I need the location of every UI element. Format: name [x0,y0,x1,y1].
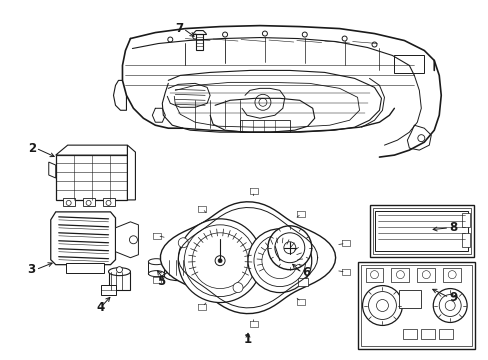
Circle shape [66,201,71,206]
Polygon shape [56,145,127,155]
Circle shape [262,243,297,279]
Circle shape [174,262,182,270]
Circle shape [275,257,283,265]
Circle shape [438,294,460,316]
Bar [196,33,203,50]
Circle shape [192,34,197,39]
Circle shape [300,243,310,253]
Bar [390,268,408,282]
Circle shape [253,235,305,287]
Circle shape [396,271,404,279]
Text: 9: 9 [448,291,456,304]
Bar [164,258,192,276]
Ellipse shape [164,271,192,280]
Ellipse shape [148,259,164,265]
Circle shape [192,233,247,289]
Bar [372,208,470,254]
Bar [297,278,307,285]
Bar [442,268,460,282]
Bar [421,329,434,339]
Ellipse shape [167,253,189,263]
Ellipse shape [148,271,164,276]
Polygon shape [49,162,56,178]
Circle shape [267,226,311,270]
Circle shape [370,271,378,279]
Ellipse shape [164,251,192,265]
Circle shape [302,32,306,37]
Bar [461,233,469,247]
Circle shape [215,256,224,266]
Bar [403,329,416,339]
Circle shape [222,32,227,37]
Circle shape [444,301,454,310]
Circle shape [178,219,262,302]
Text: 7: 7 [175,22,183,35]
Circle shape [116,267,122,273]
Circle shape [432,289,466,323]
Circle shape [368,292,396,319]
Bar [65,263,103,273]
Circle shape [342,36,346,41]
Circle shape [129,236,137,244]
Circle shape [247,229,311,293]
Bar [102,198,114,206]
Text: 6: 6 [301,266,309,279]
Circle shape [362,285,402,325]
Circle shape [371,42,376,47]
Polygon shape [127,145,135,200]
Bar [357,262,474,349]
Bar [62,198,75,206]
Circle shape [274,233,304,263]
Circle shape [254,94,270,110]
Bar [108,272,130,289]
Bar [148,262,164,274]
Text: 1: 1 [244,333,251,346]
Circle shape [376,300,387,311]
Circle shape [86,201,91,206]
Bar [394,55,424,73]
Bar [375,211,467,251]
Bar [438,329,452,339]
Bar [240,120,289,132]
Bar [360,265,471,346]
Bar [399,289,421,307]
Text: 5: 5 [157,275,165,288]
Circle shape [447,271,455,279]
Circle shape [277,259,281,263]
Circle shape [262,31,267,36]
Text: 4: 4 [96,301,104,314]
Circle shape [184,225,255,297]
Circle shape [417,135,424,141]
Circle shape [233,283,243,293]
Text: 8: 8 [448,221,456,234]
Polygon shape [115,222,138,258]
Bar [416,268,434,282]
Circle shape [167,37,172,42]
Circle shape [283,242,295,254]
Bar [56,155,127,200]
Circle shape [422,271,429,279]
Bar [461,213,469,227]
Polygon shape [51,212,115,265]
Text: 3: 3 [28,263,36,276]
Circle shape [218,259,222,263]
Circle shape [106,201,111,206]
Ellipse shape [108,268,130,276]
Circle shape [178,238,188,248]
Bar [365,268,383,282]
Bar [101,285,116,294]
Polygon shape [160,202,335,314]
Bar [82,198,94,206]
Text: 2: 2 [28,141,36,155]
Circle shape [259,98,266,106]
Bar [369,205,473,257]
